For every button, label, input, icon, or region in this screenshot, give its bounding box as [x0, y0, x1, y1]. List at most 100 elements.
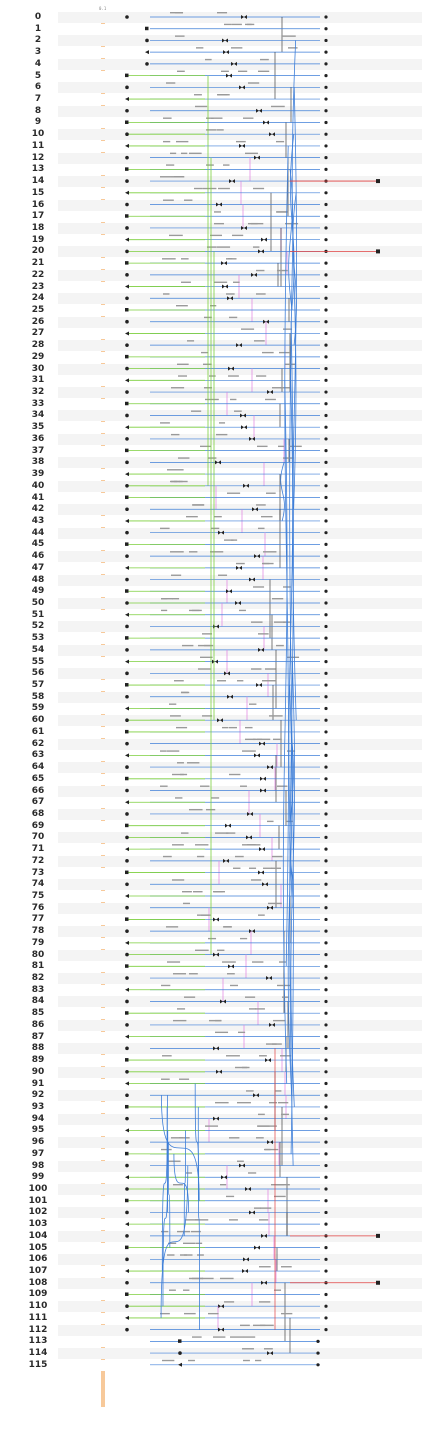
annotation-mark — [204, 644, 214, 647]
gate-glyph — [270, 765, 273, 770]
gate-glyph — [213, 917, 216, 922]
end-marker — [324, 214, 328, 218]
annotation-mark — [163, 199, 174, 201]
gate-glyph — [249, 436, 252, 441]
lane-label: 115 — [28, 1359, 48, 1370]
lane-stripe — [58, 1336, 422, 1348]
lane-stripe — [58, 94, 422, 106]
gate-glyph — [256, 108, 259, 113]
lane-stripe — [58, 820, 422, 832]
annotation-mark — [167, 469, 176, 471]
external-terminal — [376, 179, 380, 184]
gate-glyph — [261, 249, 264, 254]
annotation-mark — [255, 1359, 262, 1362]
lane-stripe — [58, 1031, 422, 1043]
lane-label: 109 — [28, 1289, 48, 1300]
gate-glyph — [224, 261, 227, 266]
annotation-mark — [258, 527, 265, 530]
lane-label: 36 — [31, 433, 45, 444]
annotation-mark — [239, 609, 246, 612]
lane-label: 45 — [31, 539, 45, 550]
annotation-mark — [251, 879, 262, 881]
gate-glyph — [241, 15, 244, 19]
annotation-mark — [261, 515, 273, 518]
lane-label: 95 — [31, 1125, 45, 1136]
gate-glyph — [218, 530, 221, 535]
gate-glyph — [254, 1245, 257, 1250]
gate-glyph — [213, 1116, 216, 1121]
lane-label: 52 — [31, 621, 45, 632]
gate-glyph — [216, 917, 219, 922]
gate-glyph — [268, 1058, 271, 1063]
lane-stripe — [58, 797, 422, 809]
end-marker — [324, 788, 328, 793]
start-marker — [125, 155, 129, 160]
start-marker — [125, 1315, 129, 1320]
lane-label: 111 — [28, 1312, 48, 1323]
gate-glyph — [267, 1351, 270, 1356]
annotation-mark — [278, 1101, 289, 1104]
lane-label: 40 — [31, 480, 45, 491]
annotation-mark — [254, 340, 265, 342]
blue-connector — [291, 40, 297, 510]
lane-stripe — [58, 164, 422, 176]
lane-label: 26 — [31, 316, 45, 327]
start-marker — [125, 1151, 129, 1156]
annotation-mark — [182, 644, 194, 647]
lane-label: 90 — [31, 1066, 45, 1077]
gate-glyph — [252, 507, 255, 512]
lane-label: 63 — [31, 750, 45, 761]
end-marker — [324, 800, 328, 804]
end-marker — [324, 1117, 328, 1121]
annotation-mark — [259, 1219, 269, 1221]
end-marker — [324, 355, 328, 359]
end-marker — [324, 1187, 328, 1191]
gate-glyph — [227, 671, 230, 676]
annotation-mark — [271, 1184, 285, 1186]
lane-label: 100 — [28, 1184, 48, 1194]
annotation-mark — [171, 574, 182, 576]
lane-label: 32 — [31, 387, 45, 398]
annotation-mark — [256, 293, 266, 295]
annotation-mark — [281, 1266, 292, 1268]
lane-stripe — [58, 222, 422, 234]
annotation-mark — [283, 328, 293, 330]
annotation-mark — [184, 996, 196, 998]
lane-stripe — [58, 445, 422, 457]
lane-label: 60 — [31, 715, 45, 726]
lane-stripe — [58, 1184, 422, 1195]
end-marker — [324, 953, 328, 957]
end-marker — [324, 1246, 328, 1250]
annotation-mark — [265, 1148, 279, 1151]
annotation-mark — [179, 1137, 190, 1139]
gate-glyph — [216, 1069, 219, 1074]
gate-glyph — [227, 296, 230, 301]
annotation-mark — [231, 539, 238, 541]
annotation-mark — [214, 281, 228, 283]
start-marker — [125, 671, 129, 676]
gate-glyph — [227, 694, 230, 699]
lane-stripe — [58, 844, 422, 856]
end-marker — [324, 636, 328, 640]
annotation-mark — [214, 222, 224, 225]
lane-stripe — [58, 1055, 422, 1067]
lane-label: 48 — [31, 574, 45, 585]
lane-label: 33 — [31, 398, 45, 409]
gate-glyph — [245, 1269, 248, 1274]
end-marker — [324, 1093, 328, 1097]
end-marker — [324, 1023, 328, 1027]
annotation-mark — [268, 902, 282, 905]
end-marker — [324, 85, 328, 89]
annotation-mark — [187, 340, 195, 342]
annotation-mark — [230, 984, 238, 987]
start-marker — [125, 882, 129, 887]
end-marker — [324, 437, 328, 441]
start-marker — [178, 1351, 182, 1355]
annotation-mark — [219, 422, 226, 424]
lane-label: 44 — [31, 527, 45, 538]
annotation-mark — [197, 855, 205, 858]
start-marker — [125, 659, 129, 664]
lane-stripe — [58, 1242, 422, 1254]
start-marker — [125, 284, 129, 289]
end-marker — [324, 273, 328, 277]
